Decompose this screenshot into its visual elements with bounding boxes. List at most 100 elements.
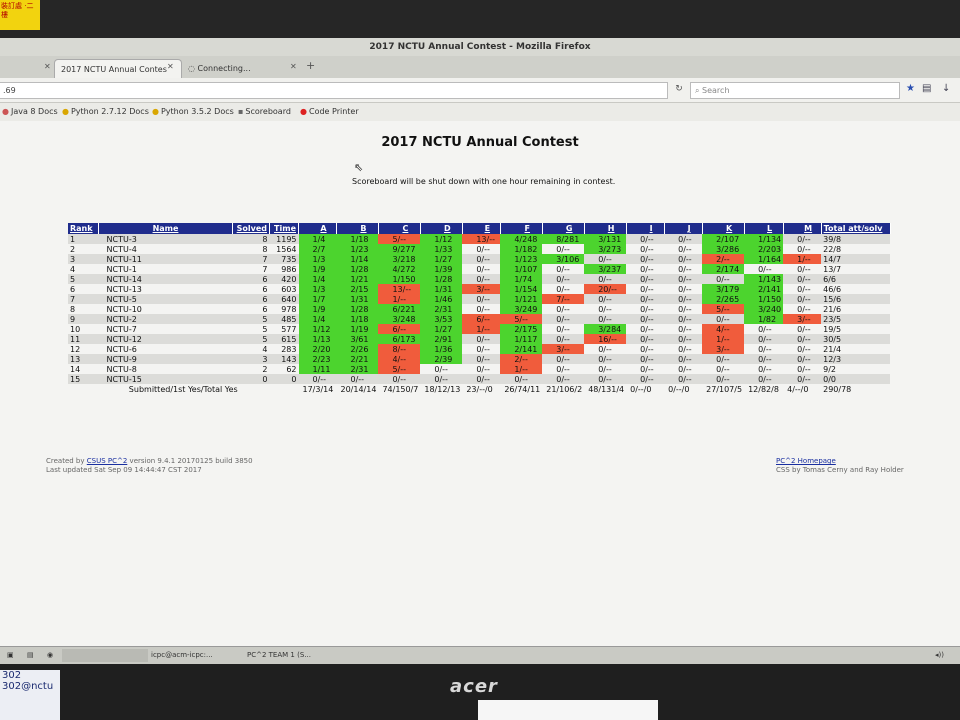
close-icon[interactable]: ✕ bbox=[290, 62, 297, 71]
table-row: 4 NCTU-1 7 986 1/9 1/28 4/272 1/39 0/-- 1/107 0/--… bbox=[68, 264, 891, 274]
bookmarks-menu-icon[interactable]: ▤ bbox=[922, 83, 932, 94]
problem-cell: 0/-- bbox=[542, 244, 585, 254]
problem-cell: 1/18 bbox=[336, 234, 379, 244]
problem-cell: 1/-- bbox=[378, 294, 421, 304]
bookmark-star-icon[interactable]: ★ bbox=[906, 83, 915, 94]
solved-cell: 8 bbox=[232, 234, 270, 244]
header-total[interactable]: Total att/solv bbox=[821, 223, 891, 234]
header-problem-l[interactable]: L bbox=[744, 223, 784, 234]
rank-cell: 8 bbox=[68, 304, 99, 314]
header-problem-j[interactable]: J bbox=[664, 223, 703, 234]
problem-cell: 0/-- bbox=[298, 374, 337, 384]
table-row: 1 NCTU-3 8 1195 1/4 1/18 5/-- 1/12 13/-- 4/248 8/2… bbox=[68, 234, 891, 244]
problem-cell: 0/-- bbox=[664, 284, 703, 294]
problem-cell: 1/14 bbox=[336, 254, 379, 264]
bookmark-scoreboard[interactable]: ▪ Scoreboard bbox=[238, 103, 291, 121]
close-icon[interactable]: ✕ bbox=[44, 62, 51, 71]
tab-connecting[interactable]: ◌ Connecting... bbox=[182, 59, 296, 78]
bookmark-python3[interactable]: ● Python 3.5.2 Docs bbox=[152, 103, 234, 121]
header-time[interactable]: Time bbox=[269, 223, 299, 234]
taskbar-pc2[interactable]: PC^2 TEAM 1 (S... bbox=[244, 649, 314, 662]
terminal-icon[interactable]: ▣ bbox=[7, 651, 14, 659]
tab-scoreboard[interactable]: 2017 NCTU Annual Contes bbox=[54, 59, 182, 78]
problem-cell: 8/-- bbox=[378, 344, 421, 354]
problem-cell: 0/-- bbox=[462, 274, 501, 284]
taskbar-terminal[interactable]: icpc@acm-icpc:... bbox=[148, 649, 216, 662]
problem-cell: 1/7 bbox=[298, 294, 337, 304]
header-problem-g[interactable]: G bbox=[542, 223, 585, 234]
solved-cell: 6 bbox=[232, 304, 270, 314]
files-icon[interactable]: ▤ bbox=[27, 651, 34, 659]
problem-cell: 0/-- bbox=[783, 234, 822, 244]
team-name-cell: NCTU-14 bbox=[98, 274, 233, 284]
total-cell: 15/6 bbox=[821, 294, 891, 304]
problem-cell: 1/4 bbox=[298, 234, 337, 244]
url-text: .69 bbox=[3, 86, 16, 95]
header-solved[interactable]: Solved bbox=[232, 223, 270, 234]
problem-cell: 0/-- bbox=[584, 344, 627, 354]
problem-cell: 5/-- bbox=[500, 314, 543, 324]
bookmark-label: Scoreboard bbox=[245, 107, 291, 116]
browser-icon[interactable]: ◉ bbox=[47, 651, 54, 659]
header-problem-f[interactable]: F bbox=[500, 223, 543, 234]
url-bar[interactable]: .69 bbox=[0, 82, 668, 99]
problem-cell: 2/21 bbox=[336, 354, 379, 364]
version-text: version 9.4.1 20170125 build 3850 bbox=[129, 457, 253, 465]
problem-cell: 0/-- bbox=[664, 364, 703, 374]
problem-cell: 0/-- bbox=[584, 354, 627, 364]
new-tab-button[interactable]: + bbox=[306, 59, 316, 72]
problem-cell: 0/-- bbox=[783, 364, 822, 374]
taskbar: ▣ ▤ ◉ icpc@acm-icpc:... PC^2 TEAM 1 (S..… bbox=[0, 646, 960, 664]
reload-icon[interactable]: ↻ bbox=[675, 84, 683, 94]
problem-cell: 2/91 bbox=[420, 334, 463, 344]
problem-cell: 2/203 bbox=[744, 244, 784, 254]
solved-cell: 6 bbox=[232, 284, 270, 294]
header-problem-h[interactable]: H bbox=[584, 223, 627, 234]
problem-cell: 0/-- bbox=[542, 284, 585, 294]
download-icon[interactable]: ↓ bbox=[942, 83, 951, 94]
header-problem-d[interactable]: D bbox=[420, 223, 463, 234]
rank-cell: 6 bbox=[68, 284, 99, 294]
tab-label: 2017 NCTU Annual Contes bbox=[61, 65, 167, 74]
problem-cell: 0/-- bbox=[664, 344, 703, 354]
bookmark-java[interactable]: ● Java 8 Docs bbox=[2, 103, 58, 121]
problem-cell: 0/-- bbox=[462, 304, 501, 314]
problem-cell: 0/-- bbox=[626, 364, 665, 374]
sticker-note: 裝訂處 ·二樓 bbox=[0, 0, 40, 30]
problem-cell: 1/150 bbox=[378, 274, 421, 284]
problem-cell: 3/61 bbox=[336, 334, 379, 344]
problem-cell: 1/82 bbox=[744, 314, 784, 324]
search-input[interactable]: ⌕ Search bbox=[690, 82, 900, 99]
problem-cell: 0/-- bbox=[462, 254, 501, 264]
problem-cell: 6/-- bbox=[462, 314, 501, 324]
problem-cell: 0/-- bbox=[626, 314, 665, 324]
problem-cell: 0/-- bbox=[783, 354, 822, 364]
problem-cell: 1/143 bbox=[744, 274, 784, 284]
header-name[interactable]: Name bbox=[98, 223, 233, 234]
csus-pc2-link[interactable]: CSUS PC^2 bbox=[86, 457, 128, 465]
header-problem-b[interactable]: B bbox=[336, 223, 379, 234]
bookmark-label: Python 3.5.2 Docs bbox=[160, 107, 234, 116]
problem-cell: 0/-- bbox=[744, 264, 784, 274]
problem-cell: 0/-- bbox=[783, 344, 822, 354]
total-cell: 19/5 bbox=[821, 324, 891, 334]
header-problem-a[interactable]: A bbox=[298, 223, 337, 234]
pc2-homepage-link[interactable]: PC^2 Homepage bbox=[776, 457, 836, 465]
bookmark-code-printer[interactable]: ● Code Printer bbox=[300, 103, 359, 121]
header-problem-m[interactable]: M bbox=[783, 223, 822, 234]
close-icon[interactable]: ✕ bbox=[167, 62, 174, 71]
header-problem-c[interactable]: C bbox=[378, 223, 421, 234]
header-problem-k[interactable]: K bbox=[702, 223, 745, 234]
taskbar-firefox[interactable] bbox=[62, 649, 148, 662]
problem-cell: 0/-- bbox=[626, 254, 665, 264]
bookmark-python2[interactable]: ● Python 2.7.12 Docs bbox=[62, 103, 149, 121]
header-problem-i[interactable]: I bbox=[626, 223, 665, 234]
summary-cell: 12/82/8 bbox=[744, 384, 784, 394]
header-problem-e[interactable]: E bbox=[462, 223, 501, 234]
page-content: 2017 NCTU Annual Contest ⇖ Scoreboard wi… bbox=[0, 121, 960, 646]
volume-icon[interactable]: ◂)) bbox=[935, 651, 944, 659]
header-rank[interactable]: Rank bbox=[68, 223, 99, 234]
team-name-cell: NCTU-1 bbox=[98, 264, 233, 274]
problem-cell: 1/46 bbox=[420, 294, 463, 304]
scoreboard-notice: Scoreboard will be shut down with one ho… bbox=[352, 177, 616, 186]
